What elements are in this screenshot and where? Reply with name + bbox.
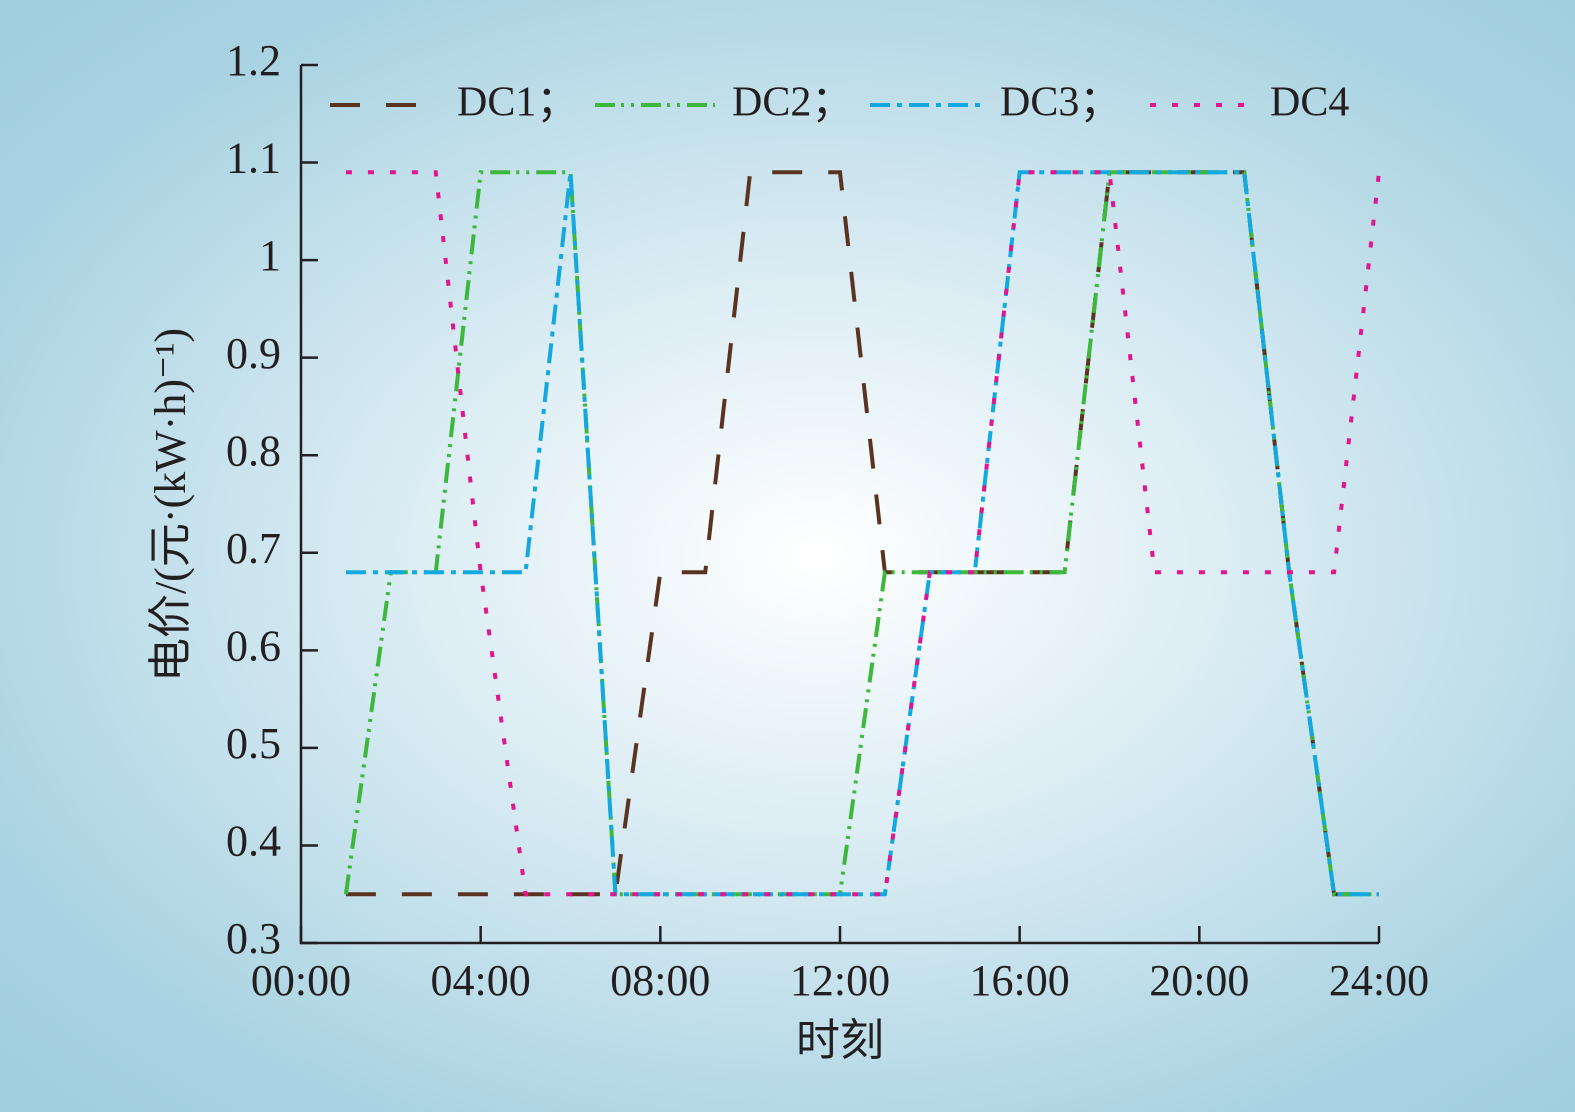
y-tick-label: 1.2: [226, 36, 281, 85]
y-tick-label: 1.1: [226, 134, 281, 183]
y-tick-label: 0.8: [226, 426, 281, 475]
x-tick-label: 24:00: [1329, 956, 1429, 1005]
axes: [299, 65, 1379, 945]
legend-label: DC4: [1270, 80, 1349, 126]
y-tick-label: 0.4: [226, 817, 281, 866]
legend-label: DC2；: [732, 80, 853, 126]
y-tick-label: 0.9: [226, 329, 281, 378]
legend-label: DC1；: [457, 80, 578, 126]
series-line: [345, 170, 1379, 897]
x-axis-label: 时刻: [796, 1016, 884, 1065]
legend-label: DC3；: [1000, 80, 1121, 126]
y-tick-label: 0.6: [226, 621, 281, 670]
x-tick-label: 08:00: [610, 956, 710, 1005]
y-tick-label: 0.7: [226, 524, 281, 573]
y-axis-label: 电价/(元·(kW·h)⁻¹): [146, 328, 195, 682]
series-line: [343, 170, 1379, 897]
x-tick-label: 12:00: [790, 956, 890, 1005]
x-tick-label: 04:00: [431, 956, 531, 1005]
series-line: [345, 170, 1379, 897]
y-tick-label: 0.5: [226, 719, 281, 768]
x-tick-label: 20:00: [1149, 956, 1249, 1005]
x-tick-label: 00:00: [251, 956, 351, 1005]
x-tick-label: 16:00: [970, 956, 1070, 1005]
y-tick-label: 1: [259, 231, 281, 280]
y-tick-label: 0.3: [226, 914, 281, 963]
series-line: [345, 170, 1381, 897]
